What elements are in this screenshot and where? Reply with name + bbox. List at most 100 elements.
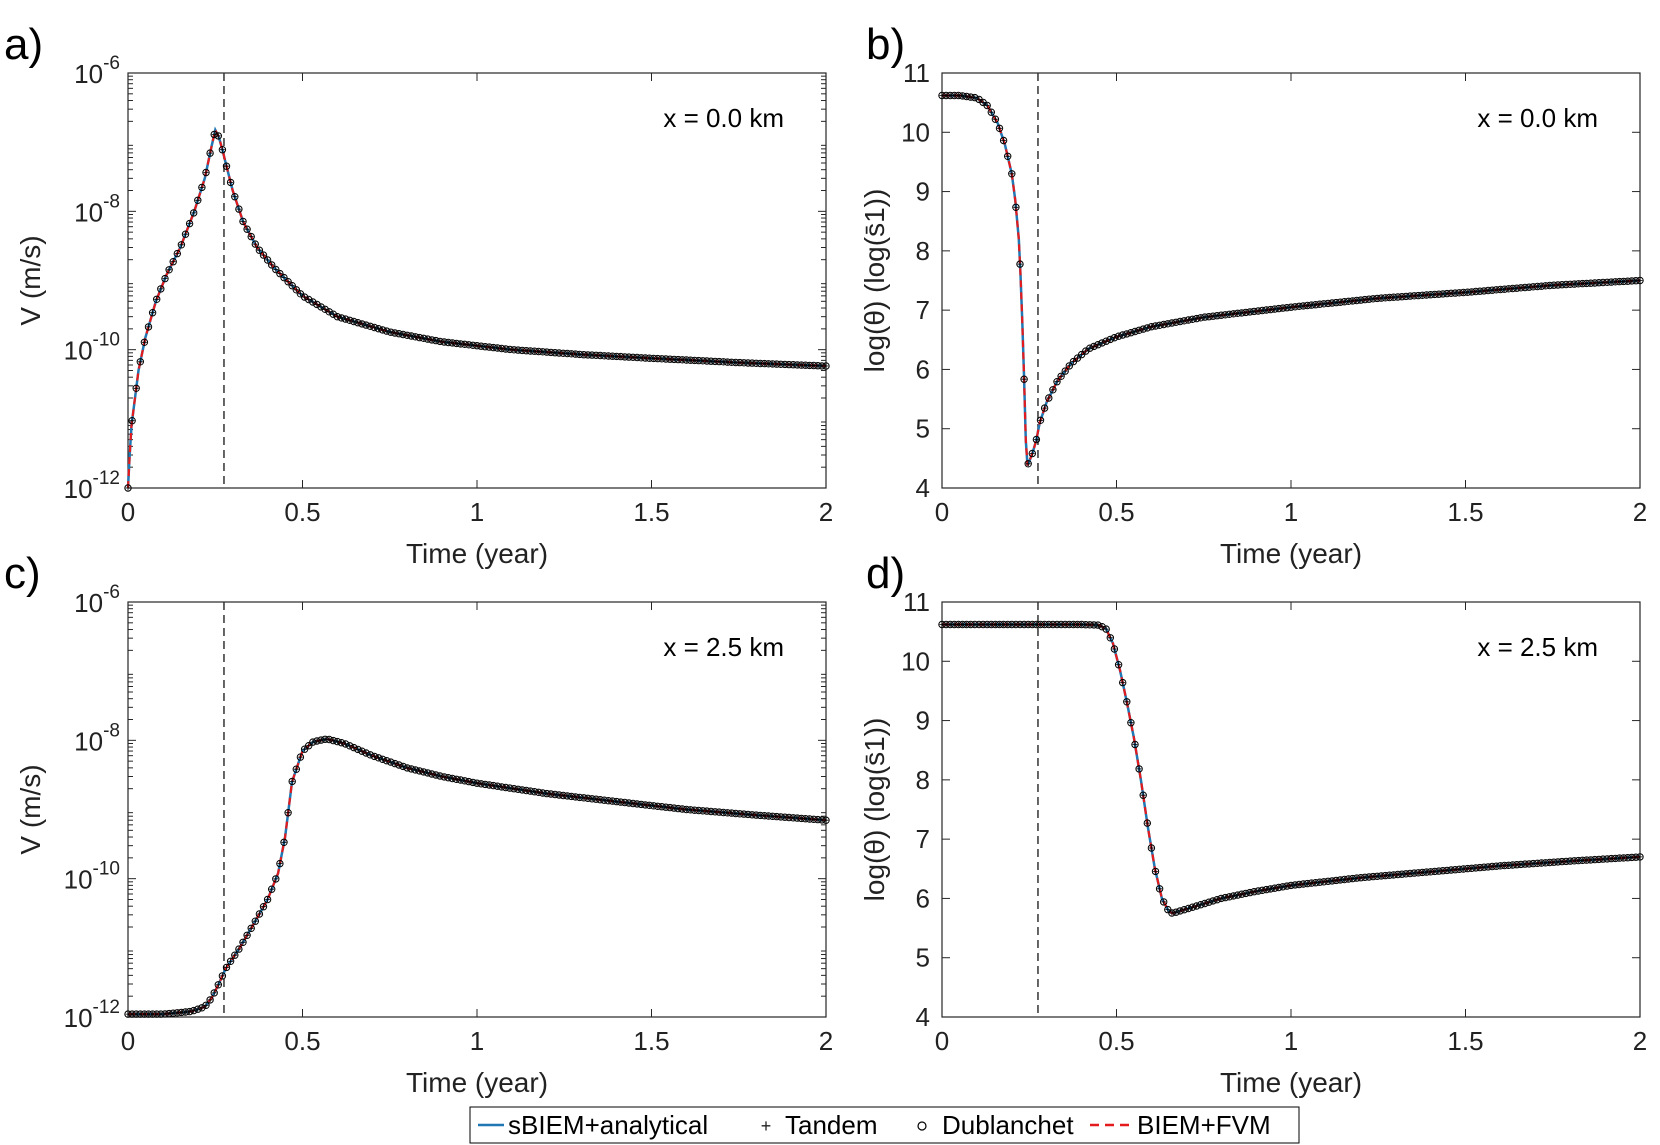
marker-tandem <box>568 793 574 799</box>
marker-tandem <box>1140 326 1146 332</box>
marker-dublanchet <box>621 798 629 807</box>
marker-dublanchet <box>1180 317 1188 325</box>
marker-tandem <box>1366 296 1372 302</box>
marker-dublanchet <box>1242 889 1250 898</box>
marker-dublanchet <box>592 795 600 803</box>
marker-dublanchet <box>489 781 498 790</box>
marker-tandem <box>1502 286 1507 292</box>
marker-dublanchet <box>424 335 432 343</box>
marker-dublanchet <box>1197 314 1205 322</box>
marker-dublanchet <box>637 800 645 809</box>
marker-dublanchet <box>346 316 354 324</box>
marker-tandem <box>1259 887 1265 893</box>
marker-tandem <box>306 743 312 749</box>
legend-label-dublanchet: Dublanchet <box>942 1110 1074 1140</box>
marker-tandem <box>417 335 422 341</box>
marker-tandem <box>454 340 459 346</box>
marker-dublanchet <box>1119 331 1127 339</box>
marker-tandem <box>400 332 406 337</box>
marker-dublanchet <box>161 274 169 283</box>
marker-tandem <box>261 252 266 258</box>
marker-tandem <box>1255 888 1261 894</box>
marker-dublanchet <box>235 205 243 213</box>
marker-tandem <box>532 789 537 795</box>
marker-tandem <box>1350 876 1356 882</box>
marker-dublanchet <box>190 209 198 217</box>
marker-tandem <box>437 338 443 344</box>
marker-dublanchet <box>1155 321 1164 329</box>
marker-dublanchet <box>1061 367 1069 375</box>
marker-dublanchet <box>403 764 411 772</box>
y-tick-label: 10-10 <box>64 330 120 366</box>
marker-tandem <box>1190 904 1195 910</box>
marker-dublanchet <box>1049 386 1057 394</box>
marker-dublanchet <box>452 775 461 783</box>
marker-dublanchet <box>534 788 543 796</box>
location-annotation: x = 0.0 km <box>1477 103 1598 133</box>
marker-tandem <box>232 952 238 958</box>
marker-dublanchet <box>1357 296 1365 304</box>
axes-box <box>941 72 1641 489</box>
marker-tandem <box>1157 322 1163 328</box>
marker-dublanchet <box>440 773 448 781</box>
marker-dublanchet <box>140 338 149 346</box>
marker-dublanchet <box>185 219 194 228</box>
marker-dublanchet <box>1172 318 1180 326</box>
marker-tandem <box>536 789 542 795</box>
marker-dublanchet <box>502 783 510 792</box>
marker-tandem <box>515 786 521 792</box>
marker-dublanchet <box>1348 874 1357 883</box>
marker-dublanchet <box>1275 304 1283 313</box>
marker-tandem <box>601 797 607 803</box>
marker-group <box>938 620 1644 917</box>
marker-dublanchet <box>391 759 399 768</box>
marker-tandem <box>1284 305 1290 311</box>
marker-tandem <box>454 776 459 782</box>
marker-tandem <box>355 320 361 326</box>
marker-tandem <box>1070 359 1076 365</box>
marker-tandem <box>968 94 974 100</box>
marker-tandem <box>540 790 546 796</box>
marker-dublanchet <box>436 772 444 780</box>
marker-tandem <box>1033 437 1039 442</box>
marker-tandem <box>786 362 792 368</box>
marker-tandem <box>507 785 513 791</box>
marker-tandem <box>1530 284 1536 290</box>
marker-tandem <box>1153 868 1158 874</box>
marker-tandem <box>178 242 184 248</box>
marker-dublanchet <box>510 785 518 793</box>
marker-tandem <box>429 771 435 777</box>
panel-label: d) <box>866 549 905 598</box>
marker-tandem <box>1029 451 1035 456</box>
marker-tandem <box>441 774 447 780</box>
marker-dublanchet <box>1012 203 1020 212</box>
marker-dublanchet <box>1221 311 1230 319</box>
marker-tandem <box>302 746 308 752</box>
marker-tandem <box>1177 908 1183 914</box>
marker-dublanchet <box>419 334 428 342</box>
marker-dublanchet <box>148 309 157 317</box>
marker-dublanchet <box>276 269 284 278</box>
marker-tandem <box>1341 877 1347 882</box>
marker-dublanchet <box>259 903 268 911</box>
marker-tandem <box>1460 866 1466 872</box>
marker-tandem <box>474 780 480 786</box>
marker-tandem <box>256 247 262 253</box>
marker-tandem <box>236 946 242 952</box>
marker-dublanchet <box>124 484 132 492</box>
marker-dublanchet <box>1636 853 1644 861</box>
marker-tandem <box>1313 302 1319 308</box>
marker-tandem <box>285 279 291 285</box>
marker-dublanchet <box>1057 372 1065 380</box>
marker-tandem <box>581 795 587 801</box>
marker-dublanchet <box>1275 883 1283 892</box>
marker-tandem <box>474 343 480 349</box>
marker-dublanchet <box>214 981 223 989</box>
marker-dublanchet <box>354 745 362 754</box>
marker-tandem <box>380 756 386 762</box>
marker-dublanchet <box>218 146 227 154</box>
marker-tandem <box>228 179 234 185</box>
marker-tandem <box>285 810 291 816</box>
marker-dublanchet <box>456 776 465 784</box>
y-tick-label: 8 <box>916 236 930 266</box>
